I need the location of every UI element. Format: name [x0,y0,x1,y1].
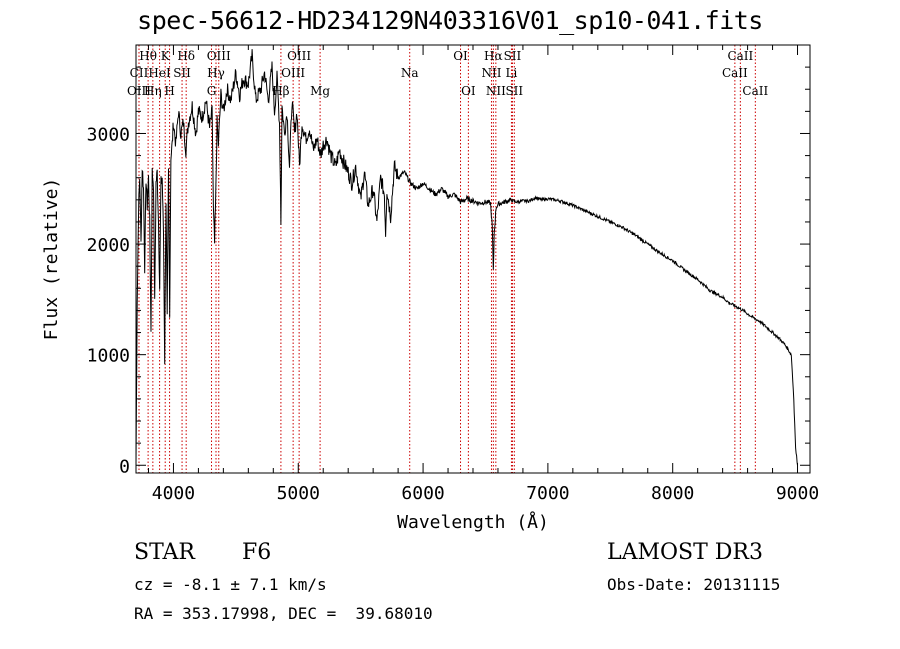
line-label: G [207,84,217,98]
line-label: OI [453,49,468,63]
observation-date: Obs-Date: 20131115 [607,575,781,594]
line-label: NII [481,66,501,80]
line-label: CaII [727,49,753,63]
object-class: STAR [134,540,195,565]
spectral-subclass: F6 [242,540,272,565]
y-tick-label: 0 [119,456,130,477]
line-label: NII [486,84,506,98]
line-label: OIII [281,66,305,80]
line-label: CaII [742,84,768,98]
spectrum-line [135,49,798,466]
line-label: HeI [148,66,171,80]
line-label: Mg [310,84,330,98]
line-label: OIII [127,84,151,98]
x-tick-label: 8000 [651,483,694,504]
x-tick-label: 9000 [776,483,819,504]
line-label: SII [504,49,522,63]
y-tick-label: 2000 [87,235,130,256]
line-label: CII [130,66,149,80]
line-label: Hα [484,49,503,63]
line-label: Hδ [177,49,195,63]
line-label: OI [461,84,476,98]
line-label: SII [173,66,191,80]
plot-frame [135,44,811,474]
x-tick-label: 6000 [401,483,444,504]
line-label: CaII [722,66,748,80]
y-tick-label: 1000 [87,346,130,367]
survey-name: LAMOST DR3 [607,540,763,565]
coordinates-text: RA = 353.17998, DEC = 39.68010 [134,604,433,623]
line-label: OIII [207,49,231,63]
chart-title: spec-56612-HD234129N403316V01_sp10-041.f… [137,6,763,35]
line-markers [138,45,756,473]
line-label: SII [505,84,523,98]
line-label: Na [401,66,419,80]
line-label: Hθ [139,49,157,63]
line-label: H [164,84,174,98]
axis-ticks: 4000 5000 6000 7000 8000 9000 0 1000 2000 3000 [87,45,819,504]
y-tick-label: 3000 [87,124,130,145]
x-tick-label: 4000 [152,483,195,504]
x-axis-label: Wavelength (Å) [397,511,549,533]
redshift-text: cz = -8.1 ± 7.1 km/s [134,575,327,594]
line-label: Li [506,66,518,80]
line-label: Hβ [272,84,289,98]
line-label: OIII [287,49,311,63]
x-tick-label: 7000 [526,483,569,504]
y-axis-label: Flux (relative) [41,178,62,341]
spectrum-layer [135,49,798,466]
line-label: Hη [144,84,162,98]
x-tick-label: 5000 [277,483,320,504]
line-label: Hγ [207,66,225,80]
line-label: K [161,49,171,63]
